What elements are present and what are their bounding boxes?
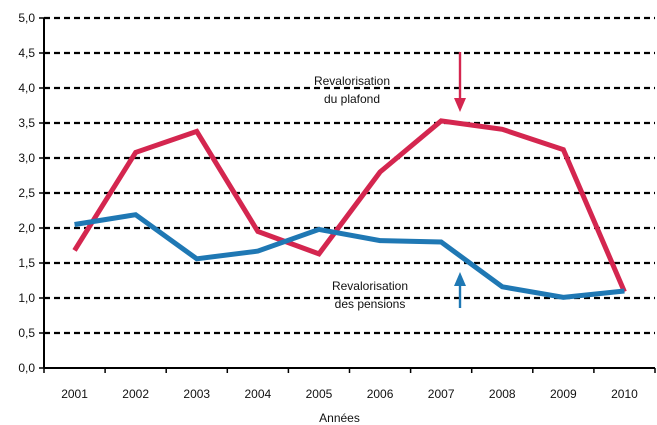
x-tick-label: 2006 [367,387,394,401]
x-tick-label: 2003 [183,387,210,401]
x-tick-label: 2007 [428,387,455,401]
y-tick-label: 0,0 [18,361,35,375]
x-axis-title: Années [319,411,360,425]
annotation-text: du plafond [324,92,380,106]
x-tick-label: 2002 [122,387,149,401]
x-axis-ticks: 2001 2002 2003 2004 2005 2006 2007 2008 2009 2010 [43,368,656,401]
y-tick-label: 2,5 [18,186,35,200]
annotation-text: Revalorisation [332,279,408,293]
x-tick-label: 2008 [489,387,516,401]
x-tick-label: 2001 [61,387,88,401]
series-line-0 [72,118,627,293]
x-tick-label: 2009 [550,387,577,401]
y-tick-label: 1,0 [18,291,35,305]
y-tick-label: 3,0 [18,151,35,165]
y-tick-label: 0,5 [18,326,35,340]
y-tick-label: 3,5 [18,116,35,130]
y-tick-label: 2,0 [18,221,35,235]
x-tick-label: 2004 [244,387,271,401]
y-tick-label: 4,0 [18,81,35,95]
y-axis-ticks: 0,0 0,5 1,0 1,5 2,0 2,5 3,0 3,5 4,0 4,5 5,0 [18,11,44,375]
arrow-up-icon-head [454,272,466,286]
annotation-text: des pensions [335,297,406,311]
y-tick-label: 4,5 [18,46,35,60]
series-lines [72,118,627,300]
arrow-down-icon-head [454,98,466,112]
annotations: Revalorisation du plafond Revalorisation de… [314,52,466,311]
grid-lines [44,16,655,335]
series-line-1 [74,212,625,300]
y-tick-label: 1,5 [18,256,35,270]
x-tick-label: 2005 [306,387,333,401]
y-tick-label: 5,0 [18,11,35,25]
annotation-text: Revalorisation [314,74,390,88]
x-tick-label: 2010 [611,387,638,401]
